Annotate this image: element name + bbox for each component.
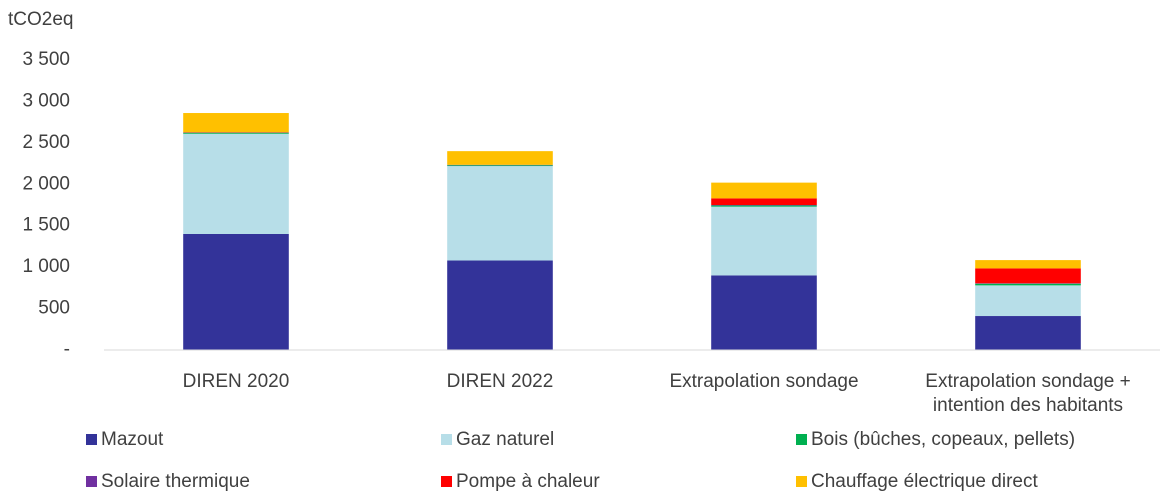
bar-segment (447, 151, 553, 165)
bar-segment (711, 198, 817, 205)
x-tick-label: Extrapolation sondage + intention des ha… (925, 371, 1131, 416)
legend-item: Bois (bûches, copeaux, pellets) (796, 429, 1075, 451)
bar-segment (183, 113, 289, 133)
bar-segment (711, 205, 817, 207)
bar-segment (183, 234, 289, 350)
legend-swatch (441, 476, 452, 487)
legend-swatch (796, 476, 807, 487)
legend-item: Pompe à chaleur (441, 471, 600, 493)
legend-label: Gaz naturel (456, 429, 555, 450)
y-tick-label: 3 000 (22, 90, 70, 111)
x-tick-label: DIREN 2022 (446, 371, 554, 392)
legend-item: Gaz naturel (441, 429, 554, 451)
x-tick-label: DIREN 2020 (182, 371, 290, 392)
bar-segment (447, 166, 553, 261)
bar-segment (975, 316, 1081, 350)
x-tick-label: Extrapolation sondage (669, 371, 859, 392)
legend-item: Chauffage électrique direct (796, 471, 1038, 493)
legend-swatch (796, 434, 807, 445)
y-tick-label: 3 500 (22, 49, 70, 70)
bar-segment (975, 260, 1081, 269)
y-axis-label: tCO2eq (8, 9, 73, 30)
bar-segment (183, 132, 289, 134)
legend-label: Mazout (101, 429, 164, 450)
bar-segment (975, 283, 1081, 286)
bar-segment (447, 260, 553, 350)
legend-label: Bois (bûches, copeaux, pellets) (811, 429, 1076, 450)
bar-segment (711, 206, 817, 276)
legend-label: Pompe à chaleur (456, 471, 600, 492)
legend-swatch (86, 476, 97, 487)
y-tick-label: 500 (38, 298, 70, 319)
bar-segment (711, 182, 817, 199)
bar-segment (183, 133, 289, 234)
bar-segment (447, 165, 553, 167)
legend-item: Solaire thermique (86, 471, 250, 493)
y-tick-label: 1 500 (22, 215, 70, 236)
legend-label: Solaire thermique (101, 471, 250, 492)
y-tick-label: - (64, 339, 70, 360)
legend-label: Chauffage électrique direct (811, 471, 1038, 492)
legend-item: Mazout (86, 429, 163, 451)
legend-swatch (441, 434, 452, 445)
y-tick-label: 2 500 (22, 132, 70, 153)
bar-segment (975, 268, 1081, 284)
bar-segment (975, 285, 1081, 317)
legend-swatch (86, 434, 97, 445)
bar-segment (711, 275, 817, 350)
y-tick-label: 1 000 (22, 256, 70, 277)
y-tick-label: 2 000 (22, 173, 70, 194)
